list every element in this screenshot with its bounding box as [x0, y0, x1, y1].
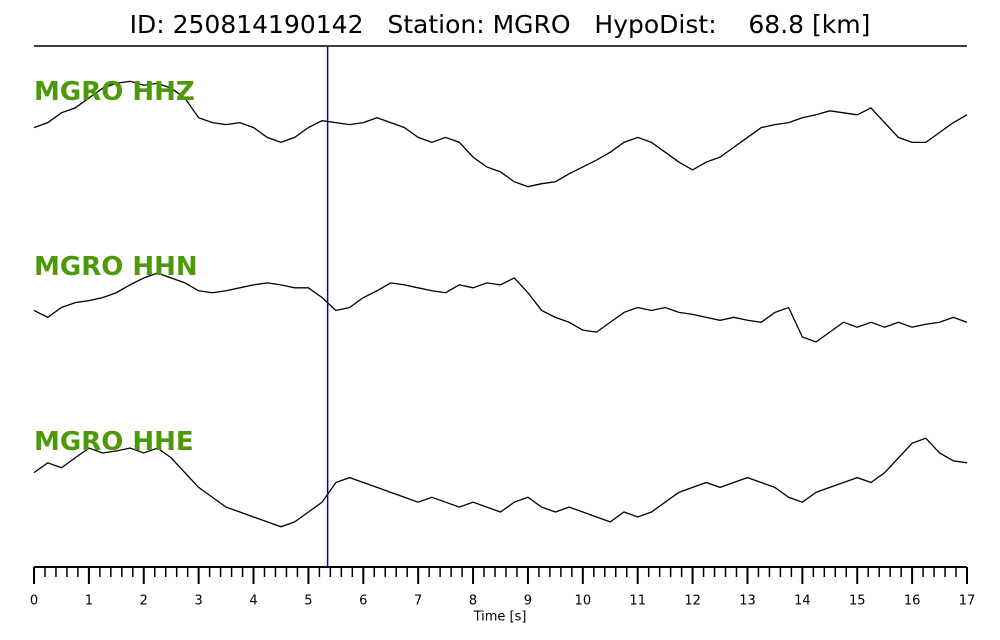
x-tick-label: 11: [629, 594, 646, 609]
trace-label: MGRO HHN: [34, 252, 198, 282]
x-tick-label: 1: [85, 594, 93, 609]
x-tick-label: 12: [684, 594, 701, 609]
x-tick-label: 0: [30, 594, 38, 609]
trace: [33, 437, 968, 528]
x-tick-label: 2: [140, 594, 148, 609]
x-tick-label: 15: [849, 594, 866, 609]
x-tick-label: 13: [739, 594, 756, 609]
trace: [33, 272, 968, 343]
x-tick-label: 14: [794, 594, 811, 609]
x-tick-label: 16: [904, 594, 921, 609]
x-tick-label: 8: [469, 594, 477, 609]
x-tick-label: 4: [249, 594, 257, 609]
x-tick-label: 9: [524, 594, 532, 609]
x-tick-label: 7: [414, 594, 422, 609]
trace-label: MGRO HHE: [34, 427, 194, 457]
trace-label: MGRO HHZ: [34, 77, 195, 107]
x-axis-label: Time [s]: [473, 610, 527, 625]
x-tick-label: 5: [304, 594, 312, 609]
trace: [33, 80, 968, 188]
x-tick-label: 10: [575, 594, 592, 609]
chart-title: ID: 250814190142 Station: MGRO HypoDist:…: [130, 10, 871, 39]
x-tick-label: 6: [359, 594, 367, 609]
x-tick-label: 3: [195, 594, 203, 609]
x-tick-label: 17: [959, 594, 976, 609]
